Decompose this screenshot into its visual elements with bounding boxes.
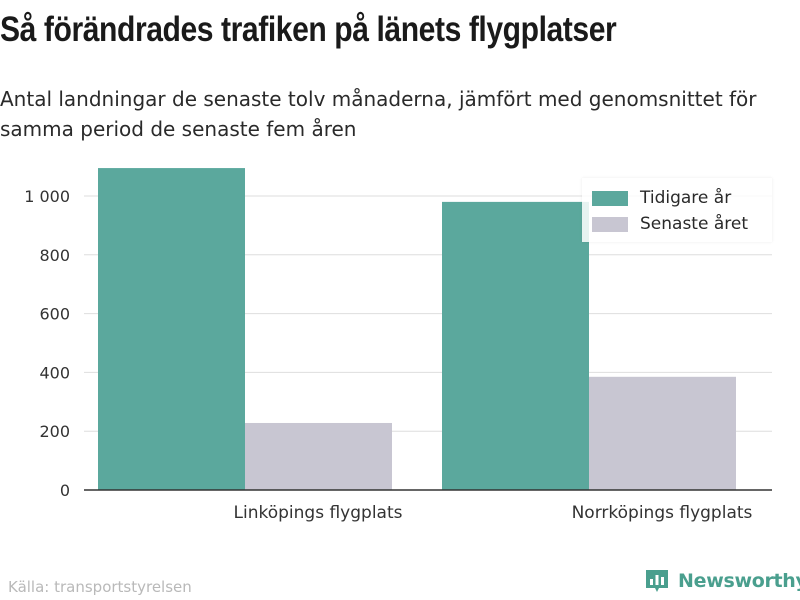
bar <box>442 201 589 490</box>
legend-item-senaste: Senaste året <box>592 214 748 234</box>
y-tick-label: 1 000 <box>24 187 70 206</box>
x-category-label: Linköpings flygplats <box>234 503 403 523</box>
legend-label-senaste: Senaste året <box>640 214 748 234</box>
bar-chart: 0 200 400 600 800 1 000 Linköpings flygplats No… <box>24 168 772 523</box>
bar <box>245 422 392 490</box>
bar-chart-logo-icon <box>646 570 668 592</box>
y-tick-label: 400 <box>39 363 70 382</box>
legend-item-tidigare: Tidigare år <box>592 188 732 208</box>
bar <box>98 168 245 490</box>
legend-swatch-tidigare <box>592 190 628 206</box>
legend-swatch-senaste <box>592 216 628 232</box>
chart-subtitle: Antal landningar de senaste tolv månader… <box>0 87 757 141</box>
chart-title: Så förändrades trafiken på länets flygpl… <box>0 10 617 49</box>
chart-legend: Tidigare år Senaste året <box>582 178 772 242</box>
brand-name: Newsworthy <box>678 570 800 592</box>
y-tick-label: 600 <box>39 305 70 324</box>
x-category-label: Norrköpings flygplats <box>572 503 753 523</box>
brand-logo: Newsworthy <box>644 568 800 594</box>
y-tick-label: 200 <box>39 422 70 441</box>
source-note: Källa: transportstyrelsen <box>8 578 192 596</box>
y-tick-label: 800 <box>39 246 70 265</box>
legend-label-tidigare: Tidigare år <box>640 188 732 208</box>
bar <box>589 376 736 490</box>
y-tick-label: 0 <box>60 481 70 500</box>
